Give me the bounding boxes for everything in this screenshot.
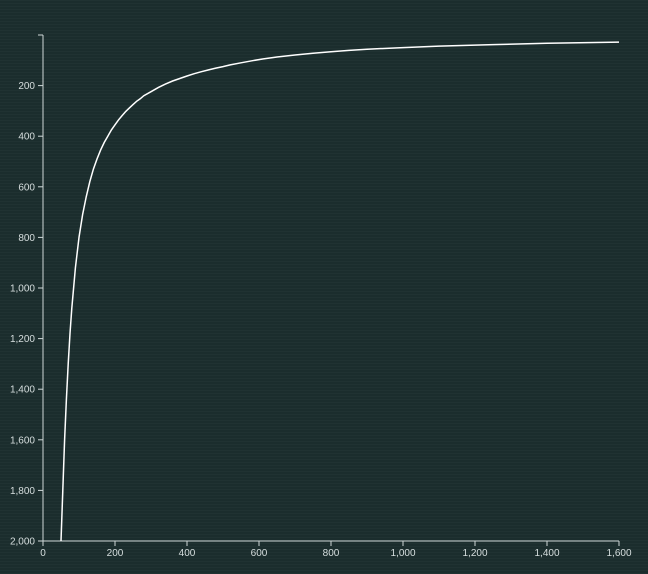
x-tick-label: 200 <box>107 548 124 559</box>
x-tick-label: 1,200 <box>462 548 487 559</box>
x-tick-label: 600 <box>251 548 268 559</box>
y-tick-label: 200 <box>18 81 35 92</box>
y-tick-label: 400 <box>18 132 35 143</box>
x-tick-label: 0 <box>40 548 46 559</box>
x-tick-label: 1,600 <box>606 548 631 559</box>
series-line <box>60 41 620 542</box>
x-tick-label: 1,400 <box>534 548 559 559</box>
x-axis: 0 200 400 600 800 1,000 1,200 1,400 1,600 <box>40 540 632 559</box>
y-tick-label: 1,400 <box>10 385 35 396</box>
x-tick-label: 400 <box>179 548 196 559</box>
y-axis: 200 400 600 800 1,000 1,200 1,400 1,600 1,800 2,0… <box>10 34 44 548</box>
y-tick-label: 600 <box>18 182 35 193</box>
x-tick-label: 800 <box>323 548 340 559</box>
x-tick-label: 1,000 <box>390 548 415 559</box>
y-tick-label: 1,200 <box>10 334 35 345</box>
y-tick-label: 1,600 <box>10 435 35 446</box>
y-tick-label: 1,800 <box>10 486 35 497</box>
y-tick-label: 1,000 <box>10 284 35 295</box>
y-tick-label: 800 <box>18 233 35 244</box>
y-tick-label: 2,000 <box>10 537 35 548</box>
